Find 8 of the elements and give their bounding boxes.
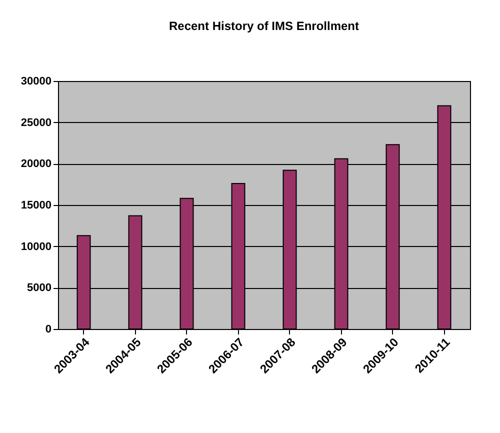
y-tick-label: 5000 [27,282,52,294]
y-tick-label: 10000 [20,240,52,253]
y-tick-label: 0 [45,324,52,336]
y-tick-label: 30000 [20,76,52,88]
chart-title: Recent History of IMS Enrollment [168,19,360,33]
y-tick-label: 15000 [20,200,52,212]
y-tick-label: 20000 [20,158,52,170]
y-tick-label: 25000 [20,116,52,129]
